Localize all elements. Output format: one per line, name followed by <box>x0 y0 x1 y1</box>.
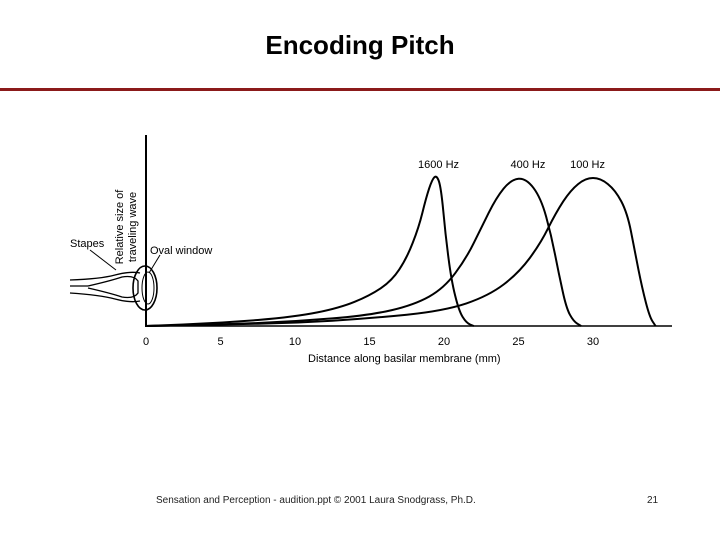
x-tick-label: 20 <box>438 336 450 348</box>
series-labels: 1600 Hz 400 Hz 100 Hz <box>418 159 605 171</box>
series-line <box>145 176 657 327</box>
x-tick-label: 30 <box>587 336 599 348</box>
x-tick-label: 0 <box>143 336 149 348</box>
title-divider <box>0 88 720 91</box>
x-tick-label: 15 <box>363 336 375 348</box>
series-label: 1600 Hz <box>418 159 459 171</box>
curves <box>145 175 657 327</box>
series-label: 100 Hz <box>570 159 605 171</box>
oval-window-inner <box>141 271 155 305</box>
traveling-wave-chart: Relative size of traveling wave Distance… <box>69 135 672 365</box>
stapes-illustration <box>69 271 141 303</box>
stapes-label: Stapes <box>70 238 105 250</box>
y-axis-label-line-1: Relative size of <box>114 189 126 265</box>
y-axis-label-line-2: traveling wave <box>127 192 139 262</box>
stapes-pointer <box>89 249 117 271</box>
series-line <box>145 175 475 327</box>
x-tick-label: 5 <box>217 336 223 348</box>
series-label: 400 Hz <box>511 159 546 171</box>
footer-text: Sensation and Perception - audition.ppt … <box>156 495 476 506</box>
page-number: 21 <box>647 495 659 506</box>
series-line <box>145 177 582 327</box>
x-axis-label: Distance along basilar membrane (mm) <box>308 353 501 365</box>
slide-title: Encoding Pitch <box>265 30 455 60</box>
oval-window-ellipse <box>132 265 158 311</box>
x-tick-label: 25 <box>512 336 524 348</box>
x-tick-labels: 0 5 10 15 20 25 30 <box>143 336 599 348</box>
oval-window-pointer <box>148 254 161 274</box>
x-tick-label: 10 <box>289 336 301 348</box>
oval-window-label: Oval window <box>150 245 212 257</box>
